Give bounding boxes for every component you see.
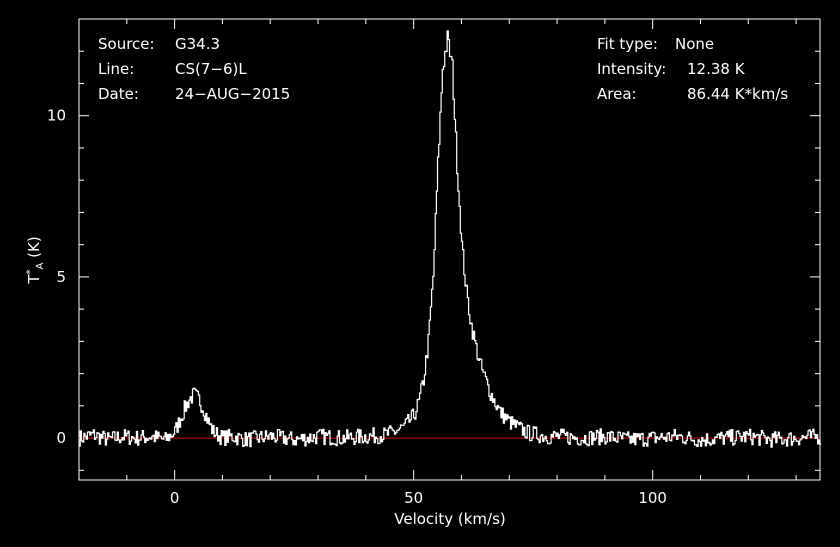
spectrum-trace: [79, 30, 822, 448]
y-tick-label: 0: [56, 429, 66, 447]
area-label: Area:: [597, 85, 637, 103]
line-value: CS(7−6)L: [175, 60, 247, 78]
line-label: Line:: [98, 60, 135, 78]
y-axis-label-sup: *: [25, 269, 36, 275]
y-axis-label-base: T: [25, 274, 43, 284]
y-axis-label: T*A (K): [25, 235, 46, 285]
plot-frame: [78, 18, 821, 481]
x-tick-label: 50: [404, 489, 423, 507]
y-tick-label: 10: [47, 107, 66, 125]
intensity-label: Intensity:: [597, 60, 667, 78]
source-value: G34.3: [175, 35, 221, 53]
intensity-value: 12.38 K: [687, 60, 745, 78]
x-axis: 0 50 100: [78, 19, 797, 507]
date-value: 24−AUG−2015: [175, 85, 291, 103]
area-value: 86.44 K*km/s: [687, 85, 789, 103]
x-tick-label: 100: [638, 489, 667, 507]
fit-type-value: None: [675, 35, 715, 53]
date-label: Date:: [98, 85, 139, 103]
y-axis-label-unit: (K): [25, 236, 43, 258]
x-tick-label: 0: [170, 489, 180, 507]
source-label: Source:: [98, 35, 155, 53]
y-tick-label: 5: [56, 268, 66, 286]
y-axis-label-sub: A: [35, 262, 46, 270]
x-axis-label: Velocity (km/s): [394, 510, 506, 528]
fit-type-label: Fit type:: [597, 35, 658, 53]
